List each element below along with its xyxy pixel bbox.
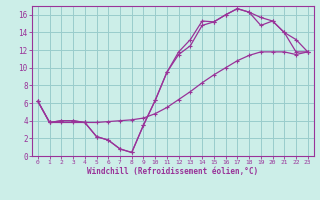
X-axis label: Windchill (Refroidissement éolien,°C): Windchill (Refroidissement éolien,°C) (87, 167, 258, 176)
